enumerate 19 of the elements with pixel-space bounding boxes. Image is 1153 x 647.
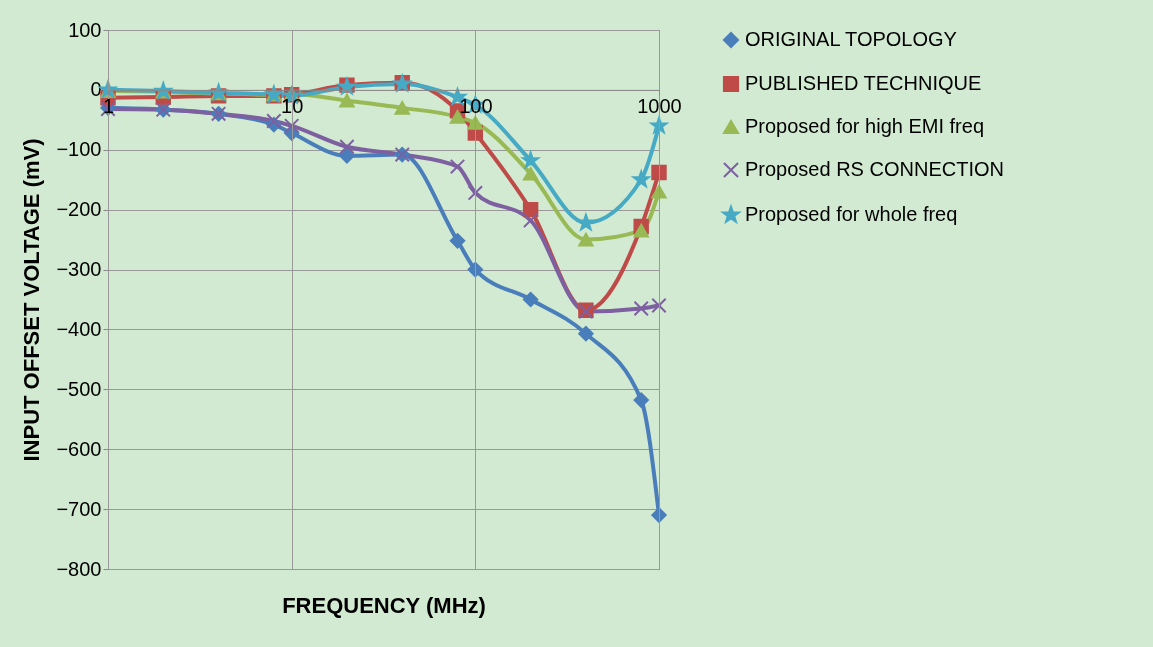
y-tick-label: −800 <box>56 557 102 580</box>
y-axis-title: INPUT OFFSET VOLTAGE (mV) <box>19 138 45 462</box>
legend-label: PUBLISHED TECHNIQUE <box>745 72 982 94</box>
y-tick-label: 100 <box>68 18 102 41</box>
y-tick-label: 0 <box>90 78 102 101</box>
x-axis-title: FREQUENCY (MHz) <box>282 592 486 618</box>
x-tick-label: 10 <box>281 95 304 118</box>
y-tick-label: −100 <box>56 138 102 161</box>
y-tick-label: −500 <box>56 377 102 400</box>
y-tick-label: −300 <box>56 258 102 281</box>
y-tick-label: −200 <box>56 198 102 221</box>
legend-label: Proposed RS CONNECTION <box>745 158 1004 180</box>
y-tick-label: −400 <box>56 317 102 340</box>
y-tick-label: −700 <box>56 497 102 520</box>
legend-label: Proposed for high EMI freq <box>745 115 985 137</box>
legend-label: Proposed for whole freq <box>745 203 958 225</box>
legend-label: ORIGINAL TOPOLOGY <box>745 28 957 50</box>
y-tick-label: −600 <box>56 437 102 460</box>
x-tick-label: 1000 <box>637 95 682 118</box>
